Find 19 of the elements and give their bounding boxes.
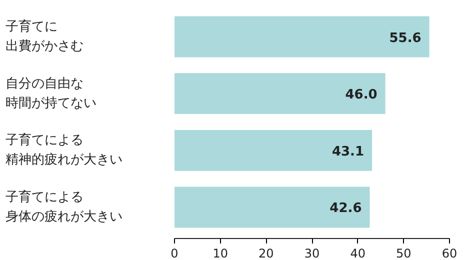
x-tick-label: 60 — [442, 246, 458, 260]
y-tick-label: 自分の自由な時間が持てない — [5, 76, 96, 111]
bar — [174, 130, 372, 171]
bar — [174, 16, 430, 58]
y-tick-label: 子育てに出費がかさむ — [5, 18, 84, 54]
bar — [174, 186, 370, 228]
data-label: 43.1 — [332, 144, 364, 160]
x-tick-label: 40 — [350, 246, 366, 260]
x-tick-label: 10 — [212, 246, 228, 260]
x-tick-label: 0 — [170, 246, 178, 260]
data-label: 55.6 — [389, 30, 422, 46]
y-tick-label: 子育てによる精神的疲れが大きい — [5, 132, 122, 168]
data-label: 42.6 — [330, 201, 362, 216]
x-tick-label: 20 — [258, 246, 274, 260]
bar — [174, 73, 386, 114]
y-tick-label: 子育てによる身体の疲れが大きい — [5, 188, 122, 224]
data-label: 46.0 — [345, 88, 378, 103]
x-tick-label: 50 — [396, 246, 412, 260]
x-tick-label: 30 — [304, 246, 320, 260]
